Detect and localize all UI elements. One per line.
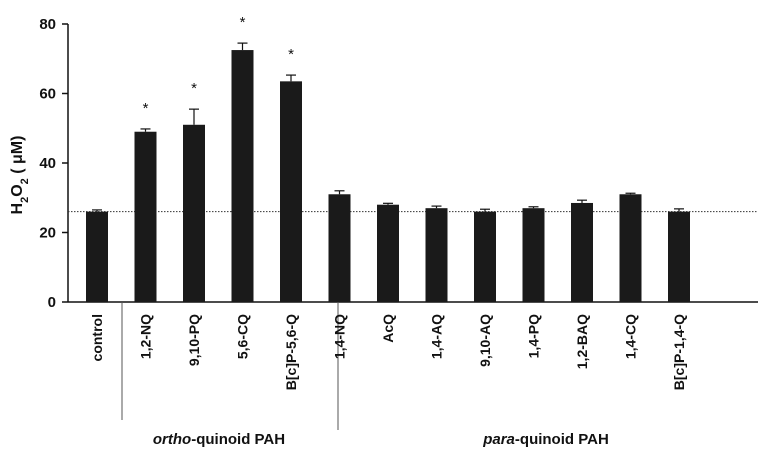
- bar: [377, 204, 399, 302]
- y-tick-label: 80: [39, 16, 56, 33]
- category-label: 5,6-CQ: [235, 314, 251, 359]
- bar: [668, 211, 690, 302]
- significance-marker: *: [240, 14, 246, 31]
- bar: [86, 211, 108, 302]
- significance-marker: *: [143, 100, 149, 117]
- category-label: B[c]P-5,6-Q: [283, 314, 299, 390]
- category-label: control: [89, 314, 105, 361]
- category-label: 9,10-PQ: [186, 314, 202, 366]
- bar: [134, 131, 157, 302]
- bar: [231, 50, 254, 302]
- category-label: AcQ: [380, 314, 396, 343]
- y-tick-label: 20: [39, 225, 56, 242]
- bar: [619, 194, 642, 302]
- bars: * * * *: [86, 14, 690, 303]
- category-label: 1,4-CQ: [623, 314, 639, 359]
- significance-marker: *: [191, 80, 197, 97]
- bar: [474, 211, 496, 302]
- category-label: 1,2-BAQ: [574, 314, 590, 369]
- category-label: B[c]P-1,4-Q: [671, 314, 687, 390]
- bar: [183, 124, 205, 303]
- bar: [571, 202, 593, 302]
- bar: [328, 194, 351, 302]
- category-label: 1,4-NQ: [332, 314, 348, 359]
- labels: control 1,2-NQ 9,10-PQ 5,6-CQ B[c]P-5,6-Q 1,4…: [89, 314, 687, 390]
- y-tick-label: 0: [48, 294, 56, 311]
- category-label: 1,4-AQ: [429, 314, 445, 359]
- bar: [522, 208, 545, 302]
- category-label: 9,10-AQ: [477, 314, 493, 367]
- y-tick-label: 40: [39, 155, 56, 172]
- category-label: 1,2-NQ: [138, 314, 154, 359]
- group-label-para: para-quinoid PAH: [482, 431, 609, 448]
- category-label: 1,4-PQ: [526, 314, 542, 358]
- y-axis-label: H2O2 ( μM): [9, 136, 31, 215]
- bar: [280, 81, 302, 303]
- bar: [425, 208, 448, 302]
- group-label-ortho: ortho-quinoid PAH: [153, 431, 285, 448]
- significance-marker: *: [288, 46, 294, 63]
- y-tick-label: 60: [39, 86, 56, 103]
